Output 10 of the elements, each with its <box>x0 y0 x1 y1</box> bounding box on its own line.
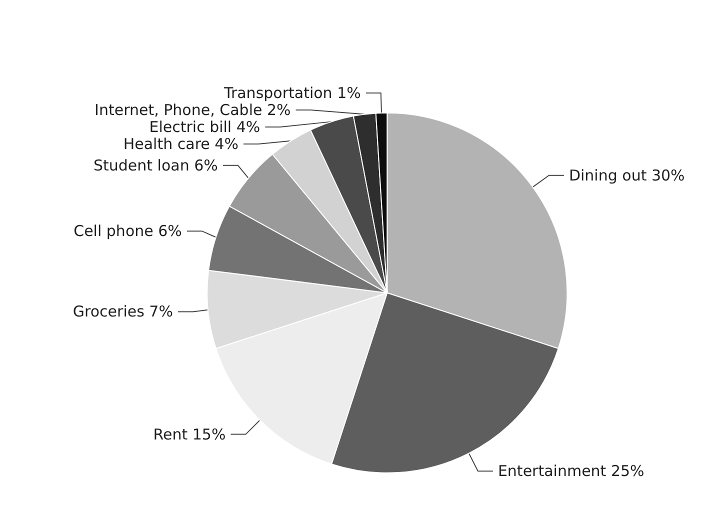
slice-label: Entertainment 25% <box>498 462 644 480</box>
slice-label: Health care 4% <box>123 134 238 153</box>
slice-label: Internet, Phone, Cable 2% <box>94 100 291 119</box>
slice-label: Rent 15% <box>153 425 226 444</box>
slice-label: Cell phone 6% <box>74 222 182 240</box>
slice-label: Transportation 1% <box>222 84 361 102</box>
slice-label: Electric bill 4% <box>149 118 260 136</box>
slice-label: Student loan 6% <box>93 156 218 174</box>
slice-label: Dining out 30% <box>568 166 685 184</box>
slice-label: Groceries 7% <box>72 302 173 321</box>
